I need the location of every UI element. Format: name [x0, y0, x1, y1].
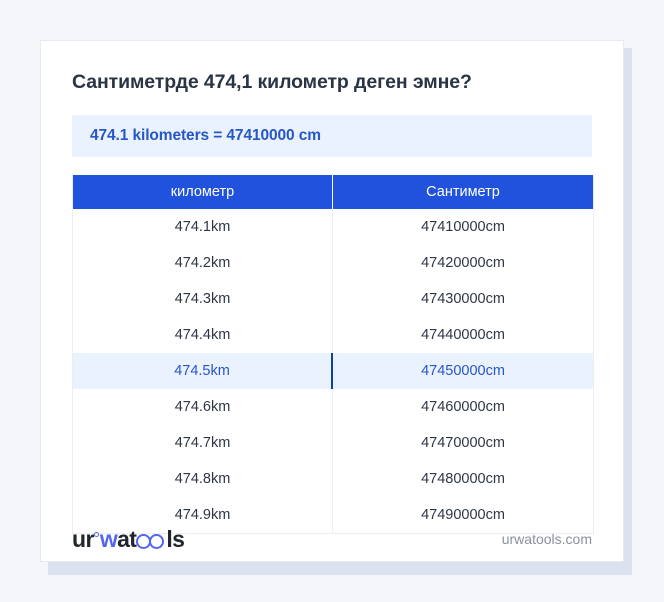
cell-centimeter: 47440000cm: [421, 327, 505, 344]
cell-centimeter: 47430000cm: [421, 291, 505, 308]
cell-centimeter: 47490000cm: [421, 507, 505, 524]
cell-kilometer: 474.5km: [73, 353, 333, 390]
cell-centimeter: 47420000cm: [421, 255, 505, 272]
cell-kilometer: 474.8km: [73, 461, 333, 498]
card-content: Сантиметрде 474,1 километр деген эмне? 4…: [41, 41, 623, 535]
table-header-kilometer: километр: [73, 175, 333, 210]
logo-text-part2: w: [99, 525, 118, 552]
cell-centimeter: 47410000cm: [421, 219, 505, 236]
table-row[interactable]: 474.7km 47470000cm: [73, 425, 593, 462]
logo-text-part1: ur: [72, 525, 94, 552]
table-row[interactable]: 474.8km 47480000cm: [73, 461, 593, 498]
site-logo[interactable]: ur w at ls: [72, 525, 185, 552]
footer-domain[interactable]: urwatools.com: [501, 531, 592, 547]
table-row[interactable]: 474.9km 47490000cm: [73, 497, 593, 534]
logo-text-part4: ls: [166, 525, 185, 552]
cell-centimeter: 47470000cm: [421, 435, 505, 452]
conversion-table: километр Сантиметр 474.1km 47410000cm 47…: [72, 175, 594, 535]
table-row[interactable]: 474.4km 47440000cm: [73, 317, 593, 354]
logo-text-part3: at: [117, 525, 137, 552]
conversion-card: Сантиметрде 474,1 километр деген эмне? 4…: [40, 40, 624, 562]
result-banner: 474.1 kilometers = 47410000 cm: [72, 115, 592, 158]
card-footer: ur w at ls urwatools.com: [41, 517, 623, 561]
cell-kilometer: 474.4km: [73, 317, 333, 354]
table-row[interactable]: 474.6km 47460000cm: [73, 389, 593, 426]
table-row-highlighted[interactable]: 474.5km 47450000cm: [73, 353, 593, 390]
cell-kilometer: 474.7km: [73, 425, 333, 462]
cell-kilometer: 474.3km: [73, 281, 333, 318]
cell-centimeter: 47460000cm: [421, 399, 505, 416]
table-row[interactable]: 474.2km 47420000cm: [73, 245, 593, 282]
cell-kilometer: 474.1km: [73, 209, 333, 246]
logo-circle-icon: [94, 531, 100, 537]
page-title: Сантиметрде 474,1 километр деген эмне?: [72, 71, 472, 93]
table-header-centimeter: Сантиметр: [426, 184, 500, 201]
cell-centimeter: 47480000cm: [421, 471, 505, 488]
logo-glasses-icon: [136, 533, 166, 549]
cell-kilometer: 474.6km: [73, 389, 333, 426]
table-header-row: километр Сантиметр: [73, 175, 593, 210]
result-banner-text: 474.1 kilometers = 47410000 cm: [90, 127, 321, 145]
cell-kilometer: 474.2km: [73, 245, 333, 282]
table-row[interactable]: 474.3km 47430000cm: [73, 281, 593, 318]
cell-kilometer: 474.9km: [73, 497, 333, 534]
cell-centimeter: 47450000cm: [421, 363, 505, 380]
table-row[interactable]: 474.1km 47410000cm: [73, 209, 593, 246]
